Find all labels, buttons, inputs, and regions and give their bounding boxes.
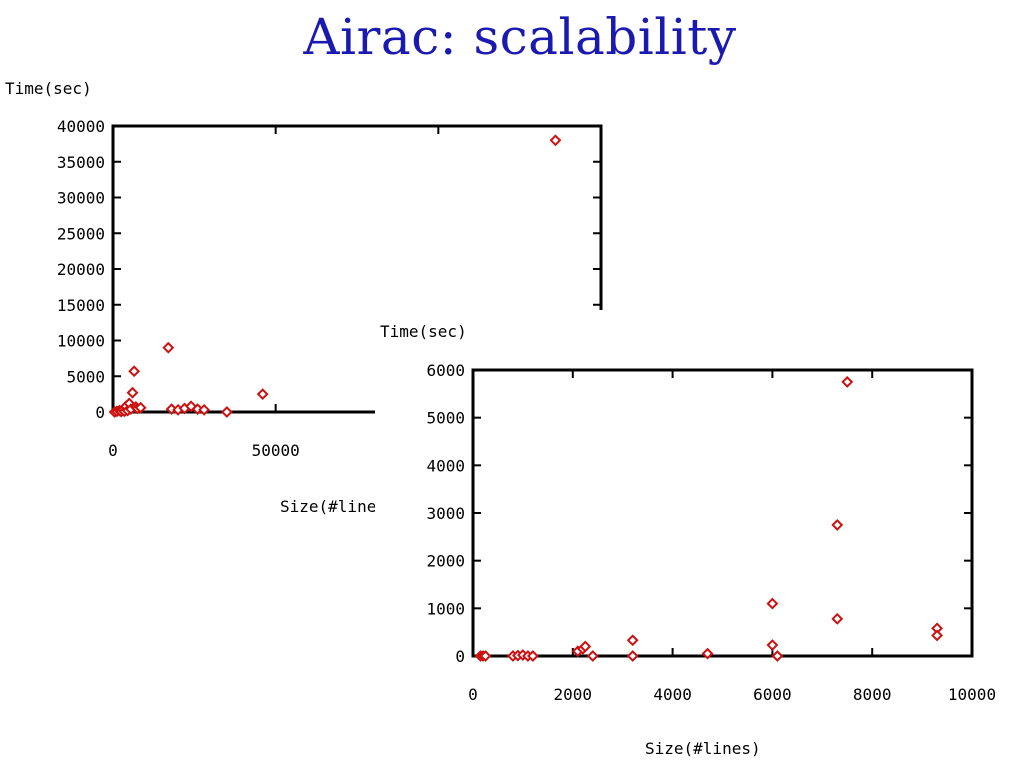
data-point: [134, 401, 147, 414]
data-point: [128, 365, 141, 378]
y-tick-label: 20000: [57, 260, 105, 279]
chart2-yticks: 0 1000 2000 3000 4000 5000 6000: [426, 361, 972, 666]
y-tick-label: 35000: [57, 153, 105, 172]
data-point: [549, 134, 562, 147]
y-tick-label: 0: [455, 647, 465, 666]
y-tick-label: 15000: [57, 296, 105, 315]
data-point: [579, 640, 592, 653]
chart2-plot-frame: [471, 368, 974, 658]
y-tick-label: 4000: [426, 456, 465, 475]
data-point: [162, 341, 175, 354]
x-tick-label: 4000: [653, 685, 692, 704]
data-point: [771, 650, 784, 662]
chart1-xlabel: Size(#lines): [280, 497, 396, 516]
data-point: [479, 650, 492, 662]
chart1-points: [108, 134, 562, 418]
y-tick-label: 5000: [66, 367, 105, 386]
data-point: [626, 650, 639, 662]
y-tick-label: 0: [95, 403, 105, 422]
chart1-ylabel: Time(sec): [5, 79, 92, 98]
y-tick-label: 40000: [57, 117, 105, 136]
y-tick-label: 5000: [426, 409, 465, 428]
data-point: [256, 388, 269, 401]
y-tick-label: 30000: [57, 189, 105, 208]
data-point: [831, 519, 844, 531]
x-tick-label: 2000: [554, 685, 593, 704]
x-tick-label: 0: [468, 685, 478, 704]
x-tick-label: 8000: [853, 685, 892, 704]
chart2-xlabel: Size(#lines): [645, 739, 761, 758]
data-point: [831, 612, 844, 625]
data-point: [841, 376, 854, 388]
data-point: [198, 403, 211, 416]
data-point: [626, 634, 639, 647]
y-tick-label: 6000: [426, 361, 465, 380]
slide-title: Airac: scalability: [303, 8, 737, 66]
data-point: [766, 639, 779, 651]
data-point: [701, 647, 714, 660]
y-tick-label: 2000: [426, 552, 465, 571]
x-tick-label: 50000: [252, 441, 300, 460]
data-point: [766, 597, 779, 610]
data-point: [526, 650, 539, 662]
chart2-points: [474, 376, 943, 662]
y-tick-label: 10000: [57, 332, 105, 351]
x-tick-label: 0: [108, 441, 118, 460]
y-tick-label: 25000: [57, 224, 105, 243]
x-tick-label: 10000: [948, 685, 996, 704]
chart2-ylabel: Time(sec): [380, 322, 467, 341]
overlay-mask: [375, 310, 1024, 768]
data-point: [220, 406, 233, 418]
data-point: [126, 386, 139, 399]
data-point: [931, 629, 943, 642]
y-tick-label: 3000: [426, 504, 465, 523]
data-point: [586, 650, 599, 662]
x-tick-label: 6000: [753, 685, 792, 704]
chart2-xticks: 0 2000 4000 6000 8000 10000: [468, 370, 996, 704]
chart1-yticks: 0 5000 10000 15000 20000 25000 30000 35000 40000: [57, 117, 601, 422]
y-tick-label: 1000: [426, 599, 465, 618]
chart2-axes: [471, 368, 974, 658]
